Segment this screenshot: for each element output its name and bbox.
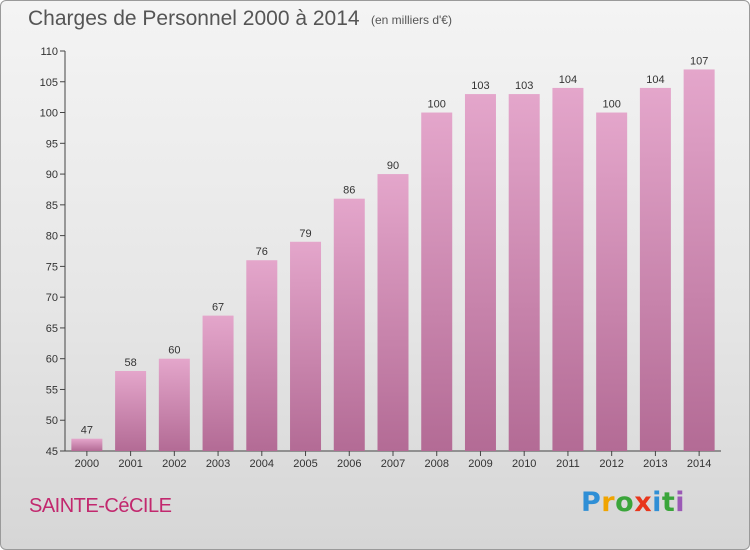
- x-tick-label: 2012: [599, 458, 623, 470]
- y-tick-label: 60: [46, 354, 58, 366]
- logo-letter: t: [661, 487, 676, 518]
- x-tick-label: 2011: [556, 458, 580, 470]
- x-tick-label: 2006: [337, 458, 361, 470]
- bar-value-label: 79: [299, 228, 311, 240]
- bar-value-label: 104: [646, 74, 664, 86]
- bar-value-label: 103: [471, 80, 489, 92]
- chart-subtitle: (en milliers d'€): [371, 13, 452, 27]
- y-tick-label: 100: [40, 108, 58, 120]
- y-tick-label: 75: [46, 261, 58, 273]
- x-tick-label: 2003: [206, 458, 230, 470]
- bar-value-label: 104: [559, 74, 577, 86]
- y-tick-label: 70: [46, 292, 58, 304]
- bar: [71, 438, 103, 451]
- y-tick-label: 65: [46, 323, 58, 335]
- bar: [377, 174, 409, 452]
- bar: [246, 260, 278, 451]
- bar-value-label: 100: [602, 99, 620, 111]
- bars: 47 58 60 67 76 79 86 90 100 103 103 104 100 104 107: [71, 55, 715, 452]
- x-tick-label: 2007: [381, 458, 405, 470]
- bar-value-label: 90: [387, 160, 399, 172]
- bar: [333, 198, 365, 451]
- x-tick-label: 2014: [687, 458, 711, 470]
- x-tick-label: 2010: [512, 458, 536, 470]
- y-tick-label: 110: [40, 46, 58, 58]
- logo-letter: i: [675, 487, 686, 518]
- x-tick-label: 2013: [643, 458, 667, 470]
- bar: [115, 371, 147, 451]
- bar-value-label: 67: [212, 302, 224, 314]
- bar: [464, 94, 496, 452]
- x-tick-label: 2004: [250, 458, 274, 470]
- y-tick-label: 80: [46, 231, 58, 243]
- x-tick-label: 2000: [75, 458, 99, 470]
- y-tick-label: 50: [46, 415, 58, 427]
- x-tick-label: 2001: [118, 458, 142, 470]
- place-name: SAINTE-CéCILE: [29, 495, 172, 517]
- x-tick-label: 2008: [424, 458, 448, 470]
- logo-letter: P: [581, 487, 602, 518]
- logo-letter: x: [634, 487, 653, 518]
- logo-letter: r: [601, 487, 616, 518]
- y-tick-label: 45: [46, 446, 58, 458]
- bar: [421, 112, 453, 452]
- bar: [596, 112, 628, 452]
- y-tick-label: 95: [46, 138, 58, 150]
- proxiti-logo[interactable]: Proxiti: [581, 487, 685, 518]
- bar-value-label: 100: [428, 99, 446, 111]
- x-tick-label: 2005: [293, 458, 317, 470]
- bar-value-label: 47: [81, 425, 93, 437]
- y-tick-label: 55: [46, 384, 58, 396]
- bar-value-label: 107: [690, 55, 708, 67]
- bar-value-label: 58: [124, 357, 136, 369]
- bar-value-label: 103: [515, 80, 533, 92]
- bar: [552, 87, 584, 451]
- bar-value-label: 86: [343, 185, 355, 197]
- x-tick-label: 2009: [468, 458, 492, 470]
- chart-title: Charges de Personnel 2000 à 2014: [28, 7, 360, 30]
- bar: [683, 69, 715, 451]
- y-tick-label: 105: [40, 77, 58, 89]
- bar: [508, 94, 540, 452]
- logo-letter: i: [652, 487, 662, 518]
- bar: [290, 241, 322, 451]
- bar-value-label: 76: [256, 246, 268, 258]
- bar: [202, 315, 234, 451]
- x-tick-label: 2002: [162, 458, 186, 470]
- logo-letter: o: [615, 487, 635, 518]
- y-tick-label: 85: [46, 200, 58, 212]
- bar: [158, 358, 190, 451]
- y-tick-label: 90: [46, 169, 58, 181]
- bar-value-label: 60: [168, 345, 180, 357]
- bar: [639, 87, 671, 451]
